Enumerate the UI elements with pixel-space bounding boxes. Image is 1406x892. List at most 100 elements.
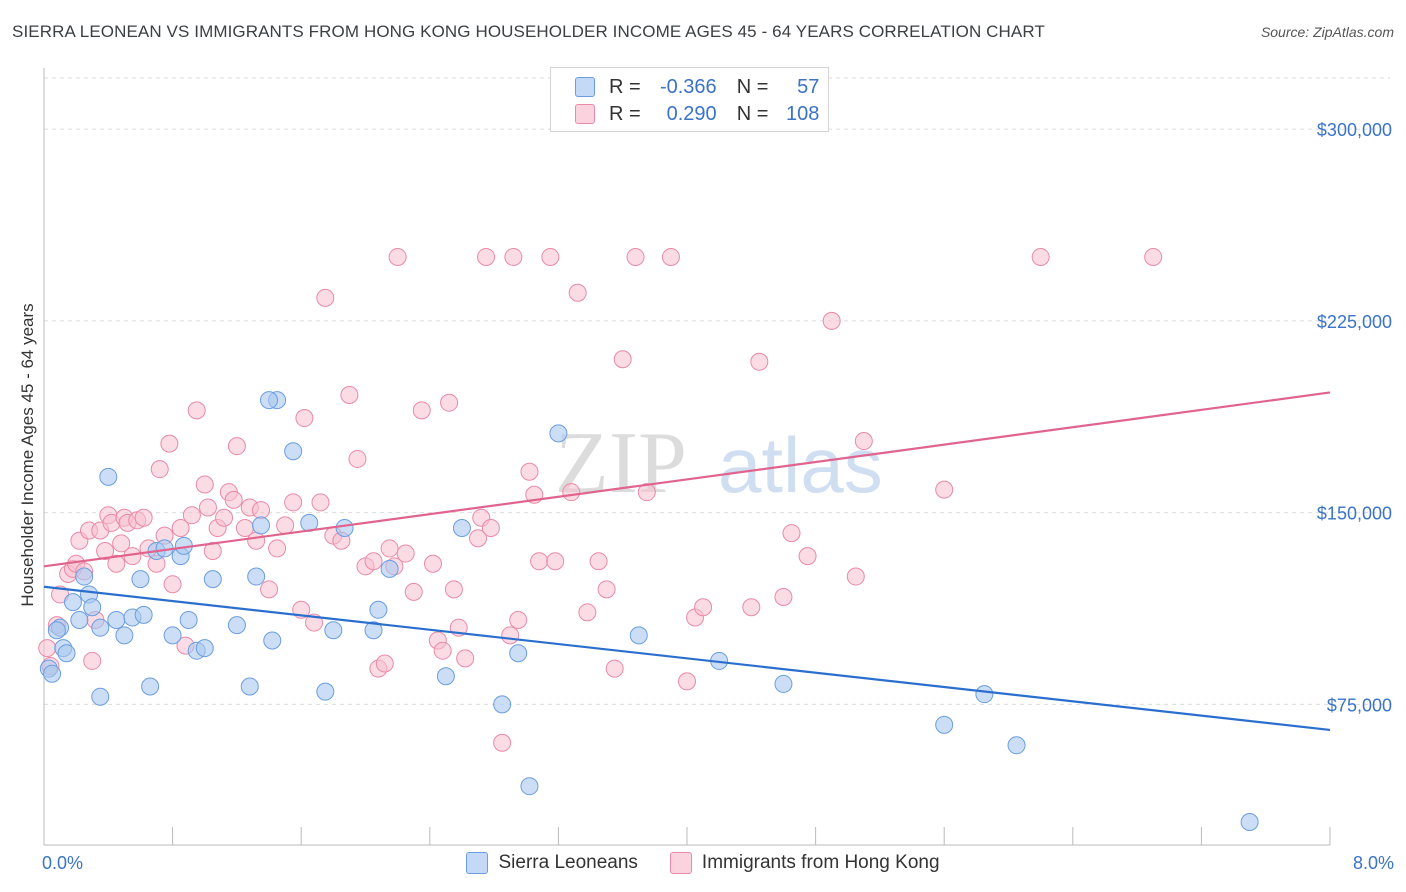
legend-r-label: R = (609, 75, 641, 98)
legend-swatch-pink (575, 104, 595, 124)
data-point-hong-kong (613, 350, 632, 369)
grid-lines (44, 77, 1390, 705)
legend-item-sierra-leoneans[interactable]: Sierra Leoneans (466, 852, 638, 874)
legend-n-label: N = (736, 75, 769, 98)
correlation-legend: R = -0.366 N = 57 R = 0.290 N = 108 (550, 67, 829, 132)
data-point-hong-kong (198, 498, 217, 517)
data-point-sierra-leonean (260, 391, 279, 410)
chart-title: SIERRA LEONEAN VS IMMIGRANTS FROM HONG K… (12, 22, 1045, 41)
data-point-sierra-leonean (364, 621, 383, 640)
data-point-sierra-leonean (141, 677, 160, 696)
data-point-sierra-leonean (493, 695, 512, 714)
data-point-hong-kong (150, 460, 169, 479)
data-point-hong-kong (247, 531, 266, 550)
data-point-hong-kong (469, 529, 488, 548)
data-point-hong-kong (375, 654, 394, 673)
data-point-sierra-leonean (975, 685, 994, 704)
data-point-hong-kong (348, 449, 367, 468)
data-point-sierra-leonean (369, 600, 388, 619)
legend-label: Sierra Leoneans (498, 852, 638, 873)
data-point-sierra-leonean (509, 644, 528, 663)
data-point-hong-kong (83, 651, 102, 670)
data-point-hong-kong (96, 541, 115, 560)
data-point-hong-kong (163, 575, 182, 594)
data-point-sierra-leonean (134, 605, 153, 624)
data-point-hong-kong (546, 552, 565, 571)
data-point-hong-kong (134, 508, 153, 527)
data-point-sierra-leonean (75, 567, 94, 586)
data-point-sierra-leonean (70, 611, 89, 630)
data-point-hong-kong (578, 603, 597, 622)
data-point-sierra-leonean (1007, 736, 1026, 755)
data-point-hong-kong (481, 518, 500, 537)
data-point-hong-kong (107, 554, 126, 573)
data-point-hong-kong (182, 506, 201, 525)
data-point-sierra-leonean (83, 598, 102, 617)
data-point-sierra-leonean (284, 442, 303, 461)
data-point-hong-kong (530, 552, 549, 571)
data-point-sierra-leonean (240, 677, 259, 696)
data-point-sierra-leonean (57, 644, 76, 663)
legend-n-value: 108 (786, 102, 820, 125)
y-tick-label: $150,000 (1317, 504, 1392, 524)
y-tick-labels: $75,000 $150,000 $225,000 $300,000 (1317, 120, 1392, 715)
data-point-hong-kong (456, 649, 475, 668)
data-point-sierra-leonean (520, 777, 539, 796)
data-point-sierra-leonean (935, 715, 954, 734)
legend-swatch-blue (575, 77, 595, 97)
y-axis-label: Householder Income Ages 45 - 64 years (18, 303, 37, 606)
legend-swatch-pink (669, 852, 692, 874)
data-point-hong-kong (562, 483, 581, 502)
data-point-hong-kong (444, 580, 463, 599)
data-point-hong-kong (782, 524, 801, 543)
data-point-hong-kong (678, 672, 696, 691)
legend-row-sierra-leoneans: R = -0.366 N = 57 (575, 75, 819, 99)
data-point-hong-kong (637, 483, 656, 502)
data-point-hong-kong (774, 588, 793, 607)
data-point-sierra-leonean (163, 626, 182, 645)
data-point-sierra-leonean (247, 567, 266, 586)
data-point-hong-kong (605, 659, 624, 678)
axes (43, 68, 1331, 846)
data-point-hong-kong (424, 554, 443, 573)
data-point-hong-kong (295, 409, 314, 428)
legend-swatch-blue (466, 852, 489, 874)
data-point-hong-kong (440, 393, 459, 412)
source-label: Source: ZipAtlas.com (1260, 24, 1394, 40)
data-point-hong-kong (750, 352, 769, 371)
data-point-hong-kong (798, 547, 817, 566)
data-point-sierra-leonean (549, 424, 568, 443)
data-point-hong-kong (846, 567, 865, 586)
data-point-sierra-leonean (47, 621, 66, 640)
data-point-sierra-leonean (107, 611, 126, 630)
data-point-hong-kong (388, 247, 407, 266)
data-point-sierra-leonean (91, 618, 110, 637)
data-point-hong-kong (1144, 247, 1163, 266)
data-point-hong-kong (195, 475, 214, 494)
y-tick-label: $225,000 (1317, 312, 1392, 332)
data-point-sierra-leonean (263, 631, 282, 650)
data-point-hong-kong (215, 508, 234, 527)
legend-n-label: N = (736, 102, 769, 125)
legend-r-value: 0.290 (666, 102, 717, 125)
data-point-sierra-leonean (316, 682, 335, 701)
data-point-hong-kong (112, 534, 131, 553)
data-point-hong-kong (396, 544, 415, 563)
data-point-hong-kong (661, 247, 680, 266)
data-point-hong-kong (1031, 247, 1050, 266)
data-point-sierra-leonean (380, 559, 399, 578)
legend-item-hong-kong[interactable]: Immigrants from Hong Kong (669, 852, 940, 874)
data-point-hong-kong (38, 639, 57, 658)
data-point-hong-kong (935, 480, 954, 499)
series-hong-kong-points (38, 247, 1163, 752)
data-point-sierra-leonean (99, 467, 118, 486)
data-point-hong-kong (276, 516, 295, 535)
data-point-hong-kong (854, 432, 873, 451)
data-point-hong-kong (742, 598, 761, 617)
data-point-sierra-leonean (91, 687, 110, 706)
data-point-hong-kong (501, 626, 520, 645)
data-point-hong-kong (260, 580, 279, 599)
legend-n-value: 57 (797, 75, 820, 98)
data-point-hong-kong (477, 247, 496, 266)
data-point-hong-kong (364, 552, 383, 571)
